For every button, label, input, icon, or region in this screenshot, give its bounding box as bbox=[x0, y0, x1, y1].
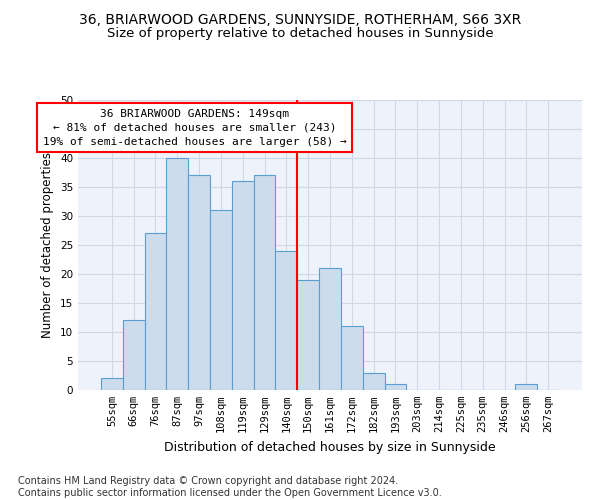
Bar bbox=[363, 372, 385, 390]
Bar bbox=[210, 210, 232, 390]
Bar bbox=[515, 384, 537, 390]
Bar bbox=[385, 384, 406, 390]
Bar bbox=[341, 326, 363, 390]
Bar bbox=[319, 268, 341, 390]
Bar bbox=[166, 158, 188, 390]
Y-axis label: Number of detached properties: Number of detached properties bbox=[41, 152, 55, 338]
Bar bbox=[123, 320, 145, 390]
Bar bbox=[101, 378, 123, 390]
Bar bbox=[297, 280, 319, 390]
Text: Contains HM Land Registry data © Crown copyright and database right 2024.
Contai: Contains HM Land Registry data © Crown c… bbox=[18, 476, 442, 498]
Bar bbox=[145, 234, 166, 390]
Bar bbox=[254, 176, 275, 390]
X-axis label: Distribution of detached houses by size in Sunnyside: Distribution of detached houses by size … bbox=[164, 440, 496, 454]
Text: Size of property relative to detached houses in Sunnyside: Size of property relative to detached ho… bbox=[107, 28, 493, 40]
Text: 36, BRIARWOOD GARDENS, SUNNYSIDE, ROTHERHAM, S66 3XR: 36, BRIARWOOD GARDENS, SUNNYSIDE, ROTHER… bbox=[79, 12, 521, 26]
Text: 36 BRIARWOOD GARDENS: 149sqm
← 81% of detached houses are smaller (243)
19% of s: 36 BRIARWOOD GARDENS: 149sqm ← 81% of de… bbox=[43, 108, 347, 146]
Bar bbox=[232, 181, 254, 390]
Bar bbox=[275, 251, 297, 390]
Bar bbox=[188, 176, 210, 390]
